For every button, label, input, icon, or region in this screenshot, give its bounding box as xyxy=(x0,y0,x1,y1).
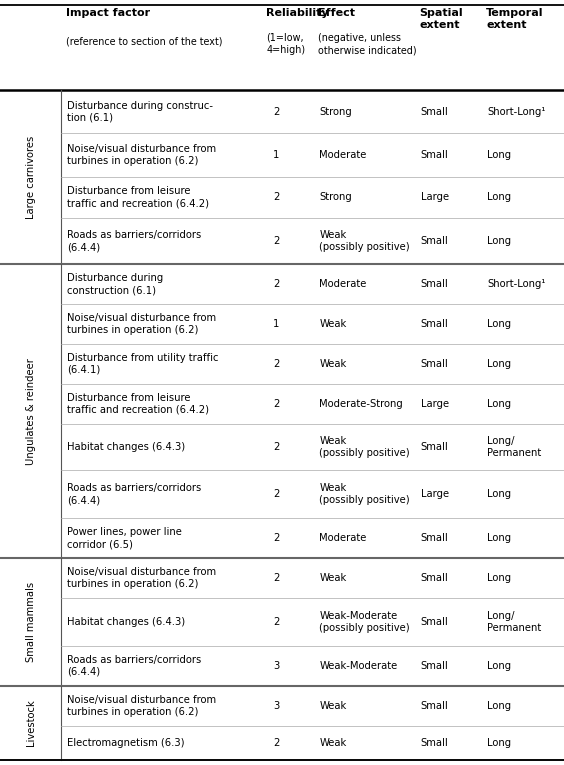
Text: Temporal
extent: Temporal extent xyxy=(486,8,544,30)
Text: Large carnivores: Large carnivores xyxy=(26,135,36,219)
Text: Weak: Weak xyxy=(319,573,346,583)
Text: Long: Long xyxy=(487,738,512,748)
Text: 2: 2 xyxy=(273,573,279,583)
Text: Large: Large xyxy=(421,489,449,500)
Text: Long: Long xyxy=(487,573,512,583)
Text: Long/
Permanent: Long/ Permanent xyxy=(487,436,541,458)
Text: (reference to section of the text): (reference to section of the text) xyxy=(66,37,222,47)
Text: Disturbance from leisure
traffic and recreation (6.4.2): Disturbance from leisure traffic and rec… xyxy=(67,392,209,415)
Text: Moderate: Moderate xyxy=(319,533,367,543)
Text: Small: Small xyxy=(421,236,448,246)
Text: Noise/visual disturbance from
turbines in operation (6.2): Noise/visual disturbance from turbines i… xyxy=(67,567,216,589)
Text: Disturbance during construc-
tion (6.1): Disturbance during construc- tion (6.1) xyxy=(67,101,213,123)
Text: Small mammals: Small mammals xyxy=(26,582,36,662)
Text: Spatial
extent: Spatial extent xyxy=(420,8,463,30)
Text: Weak: Weak xyxy=(319,359,346,369)
Text: Long: Long xyxy=(487,319,512,329)
Text: 2: 2 xyxy=(273,533,279,543)
Text: Long: Long xyxy=(487,661,512,671)
Text: Roads as barriers/corridors
(6.4.4): Roads as barriers/corridors (6.4.4) xyxy=(67,230,201,252)
Text: Moderate: Moderate xyxy=(319,150,367,160)
Text: Impact factor: Impact factor xyxy=(66,8,150,18)
Text: Ungulates & reindeer: Ungulates & reindeer xyxy=(26,358,36,464)
Text: Weak-Moderate: Weak-Moderate xyxy=(319,661,398,671)
Text: Weak-Moderate
(possibly positive): Weak-Moderate (possibly positive) xyxy=(319,611,410,633)
Text: Large: Large xyxy=(421,192,449,202)
Text: (negative, unless
otherwise indicated): (negative, unless otherwise indicated) xyxy=(318,33,417,55)
Text: Weak
(possibly positive): Weak (possibly positive) xyxy=(319,230,410,252)
Text: Small: Small xyxy=(421,442,448,452)
Text: 2: 2 xyxy=(273,442,279,452)
Text: Reliability: Reliability xyxy=(266,8,329,18)
Text: 3: 3 xyxy=(273,661,279,671)
Text: 2: 2 xyxy=(273,107,279,117)
Text: Noise/visual disturbance from
turbines in operation (6.2): Noise/visual disturbance from turbines i… xyxy=(67,695,216,717)
Text: Weak: Weak xyxy=(319,319,346,329)
Text: Strong: Strong xyxy=(319,107,352,117)
Text: Small: Small xyxy=(421,617,448,627)
Text: Weak
(possibly positive): Weak (possibly positive) xyxy=(319,436,410,458)
Text: Long: Long xyxy=(487,359,512,369)
Text: Small: Small xyxy=(421,661,448,671)
Text: Small: Small xyxy=(421,533,448,543)
Text: Long/
Permanent: Long/ Permanent xyxy=(487,611,541,633)
Text: Small: Small xyxy=(421,107,448,117)
Text: Short-Long¹: Short-Long¹ xyxy=(487,107,546,117)
Text: Electromagnetism (6.3): Electromagnetism (6.3) xyxy=(67,738,184,748)
Text: 2: 2 xyxy=(273,738,279,748)
Text: Weak: Weak xyxy=(319,701,346,711)
Text: Long: Long xyxy=(487,399,512,409)
Text: Short-Long¹: Short-Long¹ xyxy=(487,279,546,289)
Text: Habitat changes (6.4.3): Habitat changes (6.4.3) xyxy=(67,442,185,452)
Text: Disturbance from utility traffic
(6.4.1): Disturbance from utility traffic (6.4.1) xyxy=(67,353,219,375)
Text: Moderate-Strong: Moderate-Strong xyxy=(319,399,403,409)
Text: Strong: Strong xyxy=(319,192,352,202)
Text: 1: 1 xyxy=(273,319,279,329)
Text: Long: Long xyxy=(487,533,512,543)
Text: Roads as barriers/corridors
(6.4.4): Roads as barriers/corridors (6.4.4) xyxy=(67,655,201,677)
Text: Noise/visual disturbance from
turbines in operation (6.2): Noise/visual disturbance from turbines i… xyxy=(67,144,216,166)
Text: Livestock: Livestock xyxy=(26,700,36,747)
Text: 1: 1 xyxy=(273,150,279,160)
Text: Small: Small xyxy=(421,150,448,160)
Text: 2: 2 xyxy=(273,192,279,202)
Text: Small: Small xyxy=(421,359,448,369)
Text: 3: 3 xyxy=(273,701,279,711)
Text: Long: Long xyxy=(487,236,512,246)
Text: Noise/visual disturbance from
turbines in operation (6.2): Noise/visual disturbance from turbines i… xyxy=(67,313,216,335)
Text: Weak: Weak xyxy=(319,738,346,748)
Text: 2: 2 xyxy=(273,489,279,500)
Text: Large: Large xyxy=(421,399,449,409)
Text: Habitat changes (6.4.3): Habitat changes (6.4.3) xyxy=(67,617,185,627)
Text: 2: 2 xyxy=(273,359,279,369)
Text: Disturbance during
construction (6.1): Disturbance during construction (6.1) xyxy=(67,273,164,295)
Text: Small: Small xyxy=(421,701,448,711)
Text: 2: 2 xyxy=(273,399,279,409)
Text: Small: Small xyxy=(421,279,448,289)
Text: Moderate: Moderate xyxy=(319,279,367,289)
Text: Long: Long xyxy=(487,489,512,500)
Text: Long: Long xyxy=(487,192,512,202)
Text: Small: Small xyxy=(421,319,448,329)
Text: Long: Long xyxy=(487,701,512,711)
Text: 2: 2 xyxy=(273,279,279,289)
Text: Effect: Effect xyxy=(318,8,355,18)
Text: 2: 2 xyxy=(273,617,279,627)
Text: Small: Small xyxy=(421,738,448,748)
Text: Power lines, power line
corridor (6.5): Power lines, power line corridor (6.5) xyxy=(67,527,182,549)
Text: Roads as barriers/corridors
(6.4.4): Roads as barriers/corridors (6.4.4) xyxy=(67,483,201,505)
Text: 2: 2 xyxy=(273,236,279,246)
Text: Small: Small xyxy=(421,573,448,583)
Text: (1=low,
4=high): (1=low, 4=high) xyxy=(266,33,305,55)
Text: Weak
(possibly positive): Weak (possibly positive) xyxy=(319,483,410,505)
Text: Disturbance from leisure
traffic and recreation (6.4.2): Disturbance from leisure traffic and rec… xyxy=(67,186,209,208)
Text: Long: Long xyxy=(487,150,512,160)
